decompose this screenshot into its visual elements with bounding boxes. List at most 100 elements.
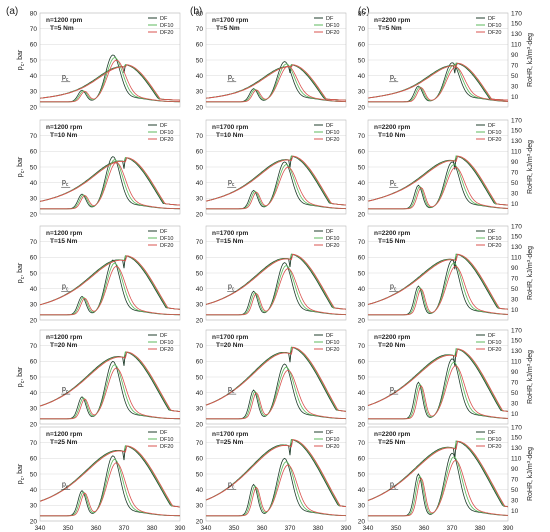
y-right-tick-label: 70 (511, 380, 519, 387)
plot-frame (205, 329, 347, 425)
plot-frame (205, 12, 347, 108)
x-tick-label: 390 (341, 525, 352, 532)
load-label: T=25 Nm (378, 439, 405, 446)
rohr-line-df20 (40, 265, 180, 316)
y-right-tick-label: 90 (511, 159, 519, 166)
pc-curve-label: pc (390, 284, 397, 293)
pc-curve-label: pc (390, 74, 397, 83)
y-left-tick-label: 60 (30, 149, 38, 156)
plot-frame (39, 225, 181, 321)
y-right-tick-label: 170 (511, 327, 522, 334)
pc-curve-label: pc (62, 284, 69, 293)
y-left-tick-label: 30 (30, 406, 38, 413)
legend-label-df: DF (160, 333, 168, 339)
legend-label-df20: DF20 (488, 243, 501, 249)
y-left-tick-label: 80 (358, 10, 366, 17)
y-right-tick-label: 110 (511, 456, 522, 463)
y-left-tick-label: 30 (358, 503, 366, 510)
legend-label-df20: DF20 (488, 30, 501, 36)
y-left-axis-label: pc, bar (17, 366, 26, 387)
y-left-tick-label: 60 (196, 42, 204, 49)
x-tick-label: 350 (391, 525, 402, 532)
y-left-tick-label: 70 (30, 133, 38, 140)
y-left-tick-label: 40 (30, 286, 38, 293)
y-left-tick-label: 20 (30, 421, 38, 428)
load-label: T=10 Nm (216, 132, 243, 139)
y-left-tick-label: 60 (358, 42, 366, 49)
plot-frame (367, 329, 509, 425)
y-left-tick-label: 50 (196, 270, 204, 277)
y-left-tick-label: 50 (358, 374, 366, 381)
y-left-tick-label: 20 (358, 211, 366, 218)
x-tick-label: 360 (257, 525, 268, 532)
legend-label-df10: DF10 (488, 236, 501, 242)
y-right-tick-label: 130 (511, 244, 522, 251)
legend-label-df: DF (160, 16, 168, 22)
legend-label-df: DF (160, 123, 168, 129)
y-left-axis-label: pc, bar (17, 262, 26, 283)
y-right-tick-label: 150 (511, 21, 522, 28)
y-left-tick-label: 30 (196, 406, 204, 413)
load-label: T=15 Nm (378, 238, 405, 245)
rohr-line-df20 (40, 462, 180, 517)
y-right-axis-label: RoHR, kJ/m³·deg (527, 246, 534, 300)
legend-label-df20: DF20 (326, 30, 339, 36)
y-right-tick-label: 10 (511, 201, 519, 208)
legend-label-df10: DF10 (488, 130, 501, 136)
legend-label-df: DF (160, 430, 168, 436)
y-left-tick-label: 50 (358, 270, 366, 277)
speed-label: n=2200 rpm (374, 17, 411, 24)
rohr-line-df20 (40, 162, 180, 210)
y-right-tick-label: 70 (511, 477, 519, 484)
pressure-line-df20 (367, 348, 509, 412)
x-tick-label: 340 (363, 525, 374, 532)
y-left-tick-label: 80 (30, 10, 38, 17)
plot-frame (367, 12, 509, 108)
legend-label-df10: DF10 (326, 437, 339, 443)
x-tick-label: 380 (313, 525, 324, 532)
legend-label-df20: DF20 (160, 347, 173, 353)
speed-label: n=2200 rpm (374, 431, 411, 438)
y-left-tick-label: 50 (358, 57, 366, 64)
pc-curve-label: pc (62, 179, 69, 188)
panel-r1-c2: 20 30 40 50 60 70 10 30 50 70 90 110 130 150 170 RoHR, … (358, 117, 534, 218)
y-left-tick-label: 20 (30, 211, 38, 218)
legend-label-df: DF (488, 16, 496, 22)
y-right-tick-label: 150 (511, 338, 522, 345)
y-right-tick-label: 30 (511, 83, 519, 90)
legend-label-df20: DF20 (488, 444, 501, 450)
legend-label-df10: DF10 (160, 236, 173, 242)
plot-frame (367, 426, 509, 522)
x-tick-label: 370 (119, 525, 130, 532)
y-left-tick-label: 30 (30, 503, 38, 510)
y-right-axis-label: RoHR, kJ/m³·deg (527, 447, 534, 501)
y-left-tick-label: 20 (30, 317, 38, 324)
speed-label: n=2200 rpm (374, 230, 411, 237)
y-left-tick-label: 50 (30, 471, 38, 478)
y-left-tick-label: 40 (196, 73, 204, 80)
x-tick-label: 350 (63, 525, 74, 532)
speed-label: n=1700 rpm (212, 17, 249, 24)
y-right-tick-label: 30 (511, 190, 519, 197)
y-left-tick-label: 70 (358, 26, 366, 33)
load-label: T=20 Nm (216, 342, 243, 349)
legend-label-df: DF (488, 229, 496, 235)
y-right-tick-label: 10 (511, 94, 519, 101)
legend-label-df10: DF10 (488, 23, 501, 29)
y-right-tick-label: 110 (511, 255, 522, 262)
y-right-tick-label: 130 (511, 31, 522, 38)
y-right-tick-label: 110 (511, 149, 522, 156)
legend-label-df20: DF20 (488, 137, 501, 143)
y-right-tick-label: 50 (511, 73, 519, 80)
y-left-tick-label: 40 (358, 286, 366, 293)
y-right-tick-label: 10 (511, 411, 519, 418)
y-right-tick-label: 70 (511, 170, 519, 177)
load-label: T=10 Nm (50, 132, 77, 139)
pc-curve-label: pc (62, 386, 69, 395)
y-left-tick-label: 20 (30, 518, 38, 525)
